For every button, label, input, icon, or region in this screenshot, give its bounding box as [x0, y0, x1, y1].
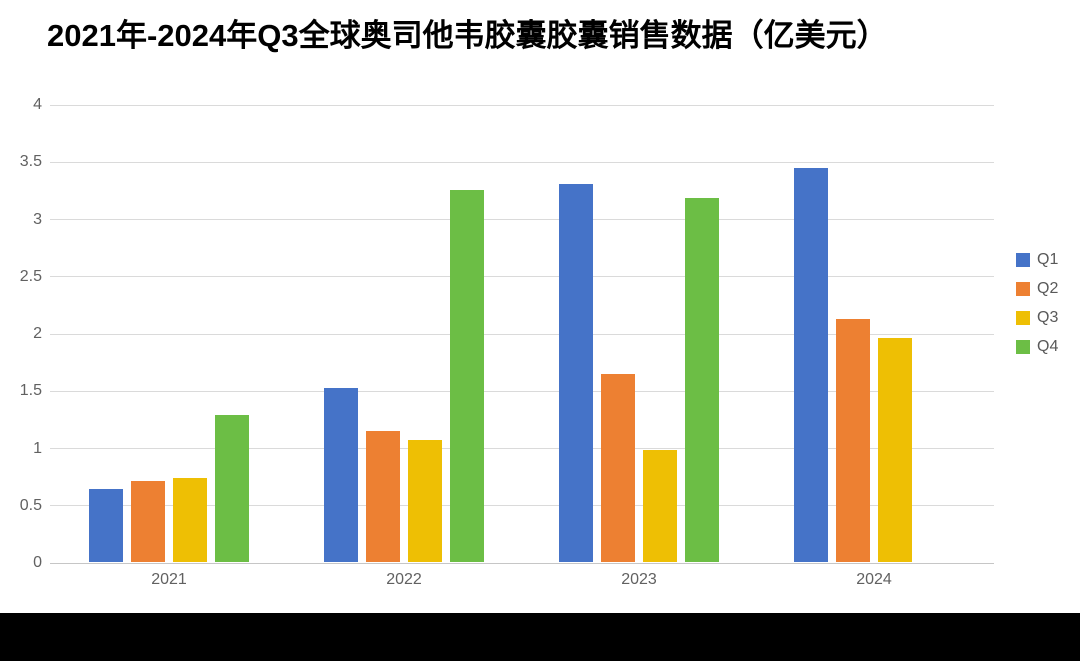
bar-2021-Q1	[89, 488, 123, 562]
bar-2023-Q1	[559, 184, 593, 562]
bar-2024-Q1	[794, 168, 828, 562]
x-tick-label-2021: 2021	[151, 571, 187, 588]
bar-2023-Q3	[643, 449, 677, 562]
bar-2022-Q3	[408, 439, 442, 562]
gridline-y-2	[50, 333, 994, 335]
bar-2021-Q3	[173, 478, 207, 562]
legend-swatch-icon	[1016, 339, 1030, 354]
legend-label: Q1	[1037, 251, 1059, 268]
legend-item-Q4: Q4	[1016, 338, 1058, 355]
x-axis-labels: 2021 2022 2023 2024	[50, 571, 994, 595]
legend-swatch-icon	[1016, 310, 1030, 325]
legend: Q1 Q2 Q3 Q4	[1016, 251, 1058, 367]
legend-swatch-icon	[1016, 281, 1030, 296]
gridline-y-3	[50, 219, 994, 220]
bar-2024-Q2	[836, 319, 870, 562]
legend-label: Q2	[1037, 280, 1059, 297]
y-tick-label: 3.5	[19, 153, 42, 171]
y-tick-label: 0	[33, 554, 42, 571]
bar-2022-Q2	[366, 431, 400, 562]
y-tick-label: 3	[33, 210, 42, 228]
legend-label: Q4	[1037, 338, 1059, 355]
gridline-y-0.5	[50, 505, 994, 507]
bar-2022-Q4	[450, 189, 484, 562]
gridline-y-0	[50, 562, 994, 564]
legend-label: Q3	[1037, 309, 1059, 326]
y-tick-label: 2.5	[19, 267, 42, 285]
gridline-y-2.5	[50, 276, 994, 278]
plot-area	[50, 104, 994, 564]
y-axis-labels: 0 0.5 1 1.5 2 2.5 3 3.5 4	[0, 96, 42, 571]
bottom-black-band	[0, 613, 1080, 661]
legend-item-Q3: Q3	[1016, 309, 1058, 326]
bar-2022-Q1	[324, 387, 358, 562]
bar-2021-Q2	[131, 480, 165, 562]
gridline-y-1	[50, 448, 994, 449]
y-tick-label: 1.5	[19, 382, 42, 400]
y-tick-label: 4	[33, 96, 42, 113]
legend-item-Q2: Q2	[1016, 280, 1058, 297]
bar-2023-Q2	[601, 374, 635, 562]
bar-2024-Q3	[878, 337, 912, 562]
x-tick-label-2024: 2024	[856, 571, 892, 588]
bar-2021-Q4	[215, 415, 249, 562]
y-tick-label: 0.5	[19, 496, 42, 514]
gridline-y-3.5	[50, 161, 994, 163]
y-tick-label: 2	[33, 325, 42, 342]
bar-2023-Q4	[685, 197, 719, 562]
y-tick-label: 1	[33, 439, 42, 457]
legend-item-Q1: Q1	[1016, 251, 1058, 268]
x-tick-label-2022: 2022	[386, 571, 422, 588]
chart-title: 2021年-2024年Q3全球奥司他韦胶囊胶囊销售数据（亿美元）	[47, 18, 888, 53]
gridline-y-4	[50, 104, 994, 106]
x-tick-label-2023: 2023	[621, 571, 657, 588]
legend-swatch-icon	[1016, 252, 1030, 267]
gridline-y-1.5	[50, 390, 994, 392]
